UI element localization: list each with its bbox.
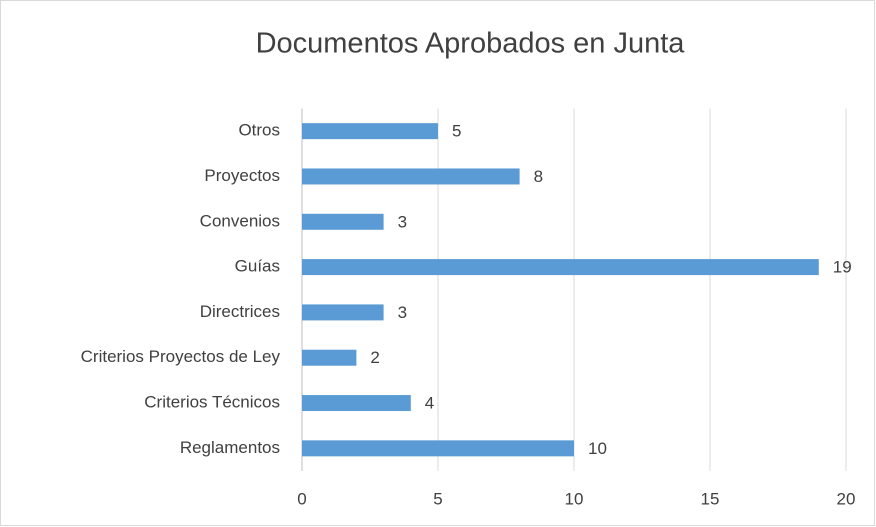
data-label: 5 [452,122,461,141]
bar [302,259,819,276]
x-tick-label: 20 [837,489,856,508]
x-tick-label: 10 [565,489,584,508]
bar [302,168,520,185]
data-label: 2 [370,348,379,367]
bar [302,349,357,366]
y-tick-label: Convenios [200,211,280,230]
bar [302,304,384,321]
y-tick-label: Guías [235,257,280,276]
chart-title: Documentos Aprobados en Junta [256,28,686,60]
data-label: 4 [425,394,434,413]
bar [302,440,574,457]
data-label: 3 [398,303,407,322]
x-tick-label: 5 [433,489,442,508]
bar [302,213,384,230]
data-label: 3 [398,212,407,231]
x-tick-label: 15 [701,489,720,508]
data-label: 19 [833,258,852,277]
y-tick-label: Otros [238,121,280,140]
bar [302,123,438,140]
x-tick-label: 0 [297,489,306,508]
data-label: 10 [588,439,607,458]
y-tick-label: Criterios Proyectos de Ley [81,347,281,366]
data-label: 8 [534,167,543,186]
y-tick-label: Proyectos [204,166,280,185]
y-tick-label: Criterios Técnicos [144,393,280,412]
y-tick-label: Reglamentos [180,438,280,457]
y-tick-label: Directrices [200,302,280,321]
bar [302,395,411,412]
